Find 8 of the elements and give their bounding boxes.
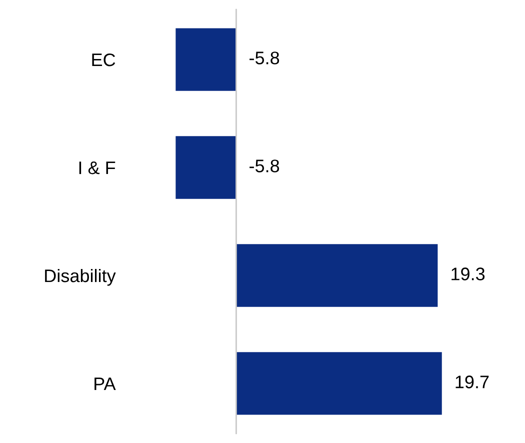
y-tick-label: Disability	[45, 268, 116, 286]
data-label: -5.8	[250, 160, 280, 172]
data-label: 19.3	[452, 268, 485, 280]
y-tick-label: PA	[94, 378, 116, 390]
y-tick-label: EC	[92, 53, 116, 66]
data-label: 19.7	[456, 376, 489, 388]
y-tick-label: I & F	[79, 162, 116, 174]
data-label: -5.8	[250, 52, 280, 64]
